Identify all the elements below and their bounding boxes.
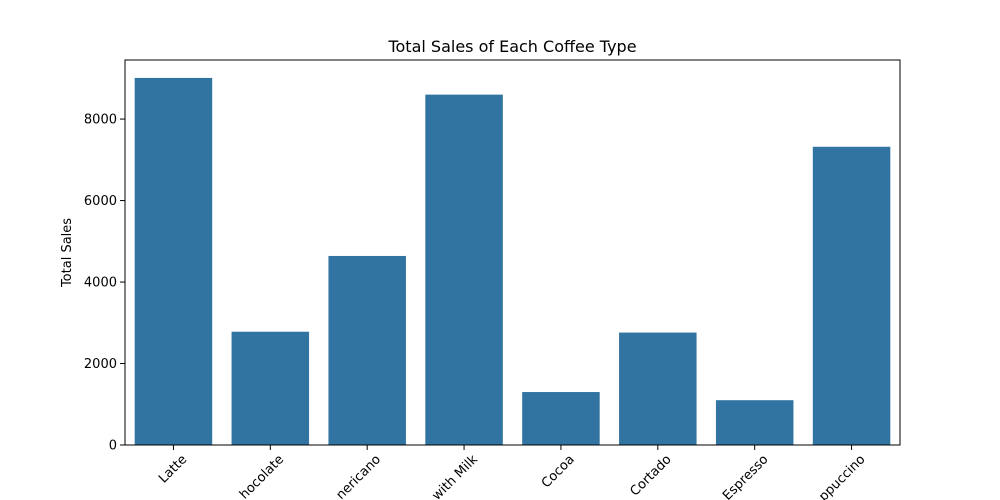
x-tick-label: ppuccino [816, 452, 868, 500]
bar-2 [328, 255, 406, 445]
y-tick-label: 8000 [84, 113, 117, 128]
y-ticks-group: 0 2000 4000 6000 8000 [84, 113, 125, 454]
y-axis-label: Total Sales [60, 218, 75, 288]
bar-6 [715, 400, 794, 445]
x-tick-label: nericano [333, 452, 384, 500]
bar-1 [231, 331, 310, 445]
x-tick-label: Espresso [720, 452, 772, 500]
y-tick-label: 6000 [84, 194, 117, 209]
x-tick-label: with Milk [429, 452, 481, 500]
bar-0 [134, 77, 213, 446]
x-tick-label: Latte [156, 452, 190, 486]
bar-4 [522, 392, 600, 445]
y-tick-label: 0 [109, 439, 117, 454]
bar-7 [812, 146, 891, 445]
x-tick-label: Cortado [628, 452, 675, 499]
plot-frame [124, 59, 901, 446]
bars-group [134, 77, 891, 446]
chart-title: Total Sales of Each Coffee Type [387, 37, 636, 56]
bar-3 [425, 94, 503, 445]
y-tick-label: 2000 [84, 357, 117, 372]
y-tick-label: 4000 [84, 276, 117, 291]
x-ticks-group: Latte hocolate nericano with Milk Cocoa Corta… [156, 445, 868, 500]
bar-5 [619, 332, 697, 445]
x-tick-label: Cocoa [539, 452, 578, 491]
x-tick-label: hocolate [237, 452, 287, 500]
